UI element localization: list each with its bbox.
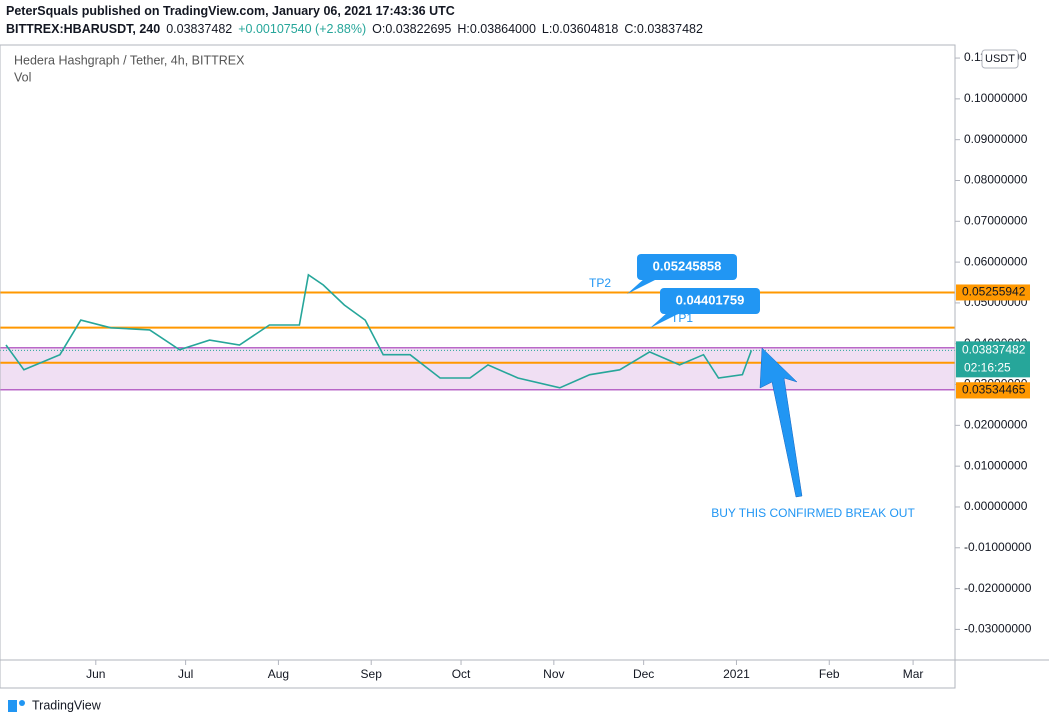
open: O:0.03822695 (372, 22, 451, 36)
x-tick-label: Mar (903, 667, 924, 681)
close: C:0.03837482 (624, 22, 703, 36)
x-tick-label: Sep (361, 667, 383, 681)
y-tick-label: 0.08000000 (964, 173, 1028, 187)
x-tick-label: 2021 (723, 667, 750, 681)
change: +0.00107540 (+2.88%) (238, 22, 366, 36)
y-tick-label: 0.09000000 (964, 132, 1028, 146)
legend-title: Hedera Hashgraph / Tether, 4h, BITTREX (14, 53, 245, 67)
y-tick-label: -0.01000000 (964, 540, 1032, 554)
callout-label: TP2 (589, 276, 611, 290)
y-tick-label: -0.03000000 (964, 622, 1032, 636)
arrow (759, 347, 803, 498)
plot-area (0, 273, 956, 391)
last-price-badge (956, 341, 1030, 378)
y-tick-label: 0.10000000 (964, 91, 1028, 105)
level-badge (956, 382, 1030, 399)
y-tick-label: 0.01000000 (964, 458, 1028, 472)
x-tick-label: Jun (86, 667, 105, 681)
logo (8, 700, 25, 712)
low: L:0.03604818 (542, 22, 619, 36)
callout-box (637, 254, 737, 280)
footer: TradingView (32, 698, 102, 712)
x-tick-label: Aug (268, 667, 289, 681)
y-tick-label: 0.07000000 (964, 213, 1028, 227)
countdown: 02:16:25 (964, 361, 1011, 375)
callout-pointer (627, 278, 659, 294)
currency-box (981, 49, 1019, 69)
last-price-label: 0.03837482 (962, 343, 1026, 357)
x-tick-label: Dec (633, 667, 654, 681)
symbol-line: BITTREX:HBARUSDT, 240 0.03837482 +0.001075… (6, 22, 703, 36)
level-badge (956, 284, 1030, 301)
high: H:0.03864000 (457, 22, 536, 36)
price-line (5, 273, 753, 389)
level-label: 0.05255942 (962, 285, 1026, 299)
y-tick-label: -0.02000000 (964, 581, 1032, 595)
currency: USDT (985, 53, 1015, 65)
last: 0.03837482 (166, 22, 232, 36)
symbol: BITTREX:HBARUSDT, 240 (6, 22, 160, 36)
callout-label: TP1 (671, 311, 693, 325)
y-tick-label: 0.00000000 (964, 499, 1028, 513)
callout-box (660, 288, 760, 314)
publisher: PeterSquals published on TradingView.com… (6, 4, 455, 18)
y-tick-label: 0.06000000 (964, 254, 1028, 268)
level-label: 0.03534465 (962, 383, 1026, 397)
zone (0, 347, 956, 391)
x-tick-label: Oct (452, 667, 471, 681)
y-tick-label: 0.02000000 (964, 418, 1028, 432)
x-tick-label: Nov (543, 667, 564, 681)
volume-label: Vol (14, 70, 31, 84)
x-tick-label: Feb (819, 667, 840, 681)
callout-pointer (650, 312, 682, 328)
x-tick-label: Jul (178, 667, 193, 681)
callout-value: 0.04401759 (676, 292, 745, 307)
annotation: BUY THIS CONFIRMED BREAK OUT (711, 506, 915, 520)
callout-value: 0.05245858 (653, 258, 722, 273)
